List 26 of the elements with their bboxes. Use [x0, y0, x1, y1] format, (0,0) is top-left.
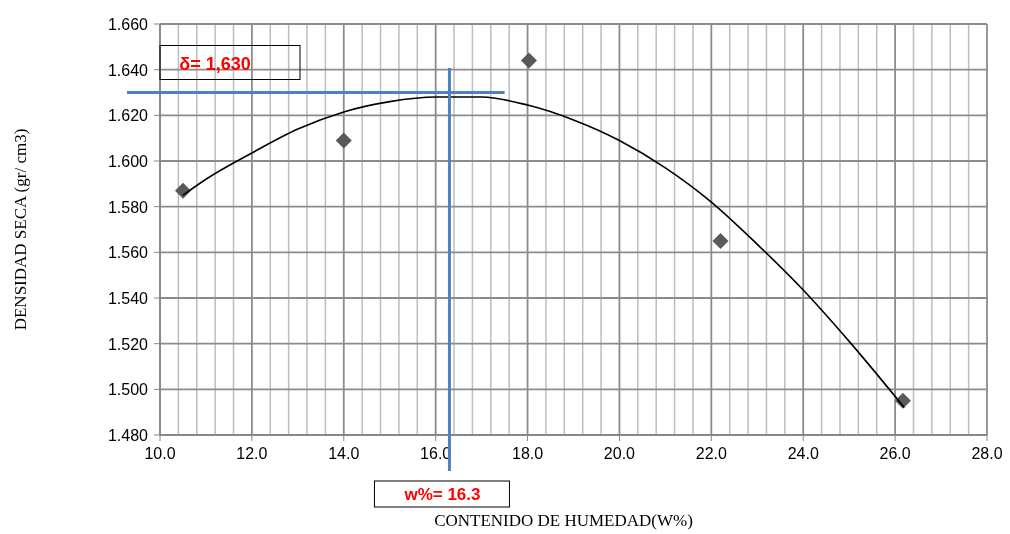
point — [712, 232, 729, 249]
y-axis-title: DENSIDAD SECA (gr/ cm3) — [11, 128, 30, 331]
y-tick-label: 1.560 — [107, 244, 149, 262]
x-tick-label: 28.0 — [971, 445, 1003, 462]
point — [335, 132, 352, 149]
x-tick-label: 22.0 — [695, 445, 728, 462]
y-tick-label: 1.540 — [107, 290, 149, 307]
point — [520, 52, 537, 69]
y-tick-label: 1.500 — [107, 381, 149, 399]
ref-line-label: δ= 1,630 — [179, 53, 251, 74]
x-tick-label: 14.0 — [328, 445, 360, 462]
x-tick-label: 20.0 — [603, 445, 636, 462]
x-tick-label: 26.0 — [879, 445, 911, 462]
y-tick-label: 1.660 — [107, 16, 149, 33]
x-tick-label: 18.0 — [511, 445, 544, 462]
y-tick-label: 1.640 — [107, 61, 149, 79]
y-tick-label: 1.520 — [107, 335, 149, 353]
ref-line-label: w%= 16.3 — [403, 485, 481, 504]
x-axis-title: CONTENIDO DE HUMEDAD(W%) — [434, 511, 693, 530]
x-tick-label: 12.0 — [236, 445, 268, 462]
y-tick-label: 1.620 — [107, 107, 149, 125]
y-tick-label: 1.580 — [107, 198, 149, 216]
y-tick-label: 1.480 — [107, 427, 149, 444]
y-tick-label: 1.600 — [107, 153, 149, 170]
x-tick-label: 10.0 — [144, 445, 176, 462]
x-tick-label: 24.0 — [787, 445, 819, 462]
